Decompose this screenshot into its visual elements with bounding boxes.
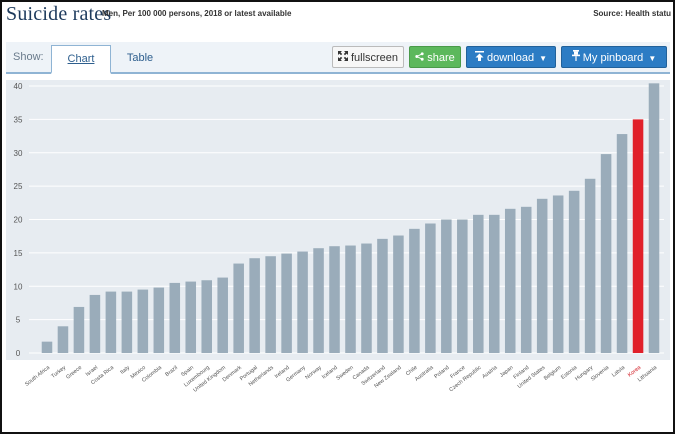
download-icon bbox=[474, 48, 484, 70]
bar-canada[interactable] bbox=[361, 243, 372, 353]
bar-slovenia[interactable] bbox=[600, 154, 612, 353]
x-category-label: Turkey bbox=[50, 365, 67, 380]
expand-arrows-icon bbox=[337, 48, 348, 70]
chart-header: Suicide rates Men, Per 100 000 persons, … bbox=[2, 2, 673, 26]
bar-greece[interactable] bbox=[73, 306, 85, 353]
bar-france[interactable] bbox=[457, 219, 468, 354]
bar-finland[interactable] bbox=[520, 206, 532, 353]
bar-austria[interactable] bbox=[489, 214, 500, 353]
bar-spain[interactable] bbox=[185, 281, 197, 353]
y-tick-label: 25 bbox=[14, 182, 23, 191]
view-toolbar: Show: Chart Table fullscreen share bbox=[6, 42, 670, 74]
bar-belgium[interactable] bbox=[552, 195, 564, 353]
bar-portugal[interactable] bbox=[249, 258, 260, 353]
bar-mexico[interactable] bbox=[137, 289, 149, 353]
bar-lithuania[interactable] bbox=[648, 83, 660, 353]
bar-south-africa[interactable] bbox=[41, 341, 53, 353]
x-category-label: Italy bbox=[119, 365, 131, 376]
x-category-label: Poland bbox=[433, 365, 450, 380]
x-category-label: Slovenia bbox=[590, 364, 611, 382]
bar-israel[interactable] bbox=[89, 294, 101, 353]
tab-chart[interactable]: Chart bbox=[51, 45, 111, 74]
bar-estonia[interactable] bbox=[568, 190, 580, 353]
x-category-label: Norway bbox=[304, 365, 323, 381]
bar-brazil[interactable] bbox=[169, 282, 181, 353]
bar-iceland[interactable] bbox=[329, 246, 340, 353]
source-note: Source: Health statu bbox=[593, 9, 671, 18]
bar-chile[interactable] bbox=[409, 228, 420, 353]
x-category-label: Belgium bbox=[543, 365, 563, 382]
bar-latvia[interactable] bbox=[616, 134, 628, 353]
chevron-down-icon: ▼ bbox=[539, 54, 547, 63]
y-tick-label: 35 bbox=[14, 115, 23, 124]
chart-title: Suicide rates bbox=[6, 3, 112, 25]
y-tick-label: 0 bbox=[16, 349, 21, 358]
x-category-label: Greece bbox=[65, 365, 83, 381]
pinboard-button[interactable]: My pinboard ▼ bbox=[561, 46, 667, 68]
bar-poland[interactable] bbox=[441, 219, 452, 354]
chart-area: 0 5 10 15 20 25 30 35 40 South Africa Turkey Greece… bbox=[6, 74, 670, 430]
bar-new-zealand[interactable] bbox=[393, 235, 404, 353]
bar-italy[interactable] bbox=[121, 291, 133, 353]
bar-sweden[interactable] bbox=[345, 245, 356, 353]
bar-luxembourg[interactable] bbox=[201, 280, 212, 353]
y-tick-label: 10 bbox=[14, 282, 23, 291]
y-tick-label: 5 bbox=[16, 316, 21, 325]
bar-denmark[interactable] bbox=[233, 263, 244, 353]
download-button[interactable]: download ▼ bbox=[466, 46, 556, 68]
share-label: share bbox=[427, 52, 455, 64]
bar-colombia[interactable] bbox=[153, 287, 165, 353]
x-category-label: Austria bbox=[481, 364, 499, 380]
tab-table[interactable]: Table bbox=[126, 52, 154, 64]
fullscreen-label: fullscreen bbox=[350, 52, 399, 64]
x-category-label: South Africa bbox=[24, 364, 52, 388]
y-tick-label: 30 bbox=[14, 149, 23, 158]
x-category-label: Latvia bbox=[611, 364, 627, 378]
bar-ireland[interactable] bbox=[281, 253, 292, 353]
bar-korea[interactable] bbox=[632, 119, 644, 354]
bar-chart: 0 5 10 15 20 25 30 35 40 South Africa TurkeyGreece… bbox=[6, 80, 670, 394]
y-tick-label: 40 bbox=[14, 82, 23, 91]
chevron-down-icon: ▼ bbox=[648, 54, 657, 63]
pinboard-label: My pinboard bbox=[582, 52, 644, 64]
bar-netherlands[interactable] bbox=[265, 256, 276, 353]
y-tick-label: 20 bbox=[14, 216, 23, 225]
x-category-label: Australia bbox=[414, 364, 435, 382]
bar-turkey[interactable] bbox=[57, 326, 69, 353]
bar-hungary[interactable] bbox=[584, 178, 596, 353]
download-label: download bbox=[486, 52, 535, 64]
bar-japan[interactable] bbox=[504, 208, 516, 353]
bar-switzerland[interactable] bbox=[377, 238, 388, 353]
bar-czech-republic[interactable] bbox=[473, 214, 484, 353]
share-icon bbox=[415, 48, 424, 70]
pin-icon bbox=[571, 48, 580, 70]
bar-united-kingdom[interactable] bbox=[217, 277, 228, 353]
show-label: Show: bbox=[13, 51, 44, 63]
y-tick-label: 15 bbox=[14, 249, 23, 258]
fullscreen-button[interactable]: fullscreen bbox=[332, 46, 404, 68]
bar-united-states[interactable] bbox=[536, 198, 548, 353]
bar-germany[interactable] bbox=[297, 251, 308, 353]
share-button[interactable]: share bbox=[409, 46, 461, 68]
chart-subtitle: Men, Per 100 000 persons, 2018 or latest… bbox=[102, 9, 292, 18]
bar-australia[interactable] bbox=[425, 223, 436, 354]
bar-norway[interactable] bbox=[313, 248, 324, 353]
x-category-label: Brazil bbox=[164, 365, 179, 378]
bar-costa-rica[interactable] bbox=[105, 291, 117, 353]
x-category-label: Sweden bbox=[335, 365, 354, 382]
